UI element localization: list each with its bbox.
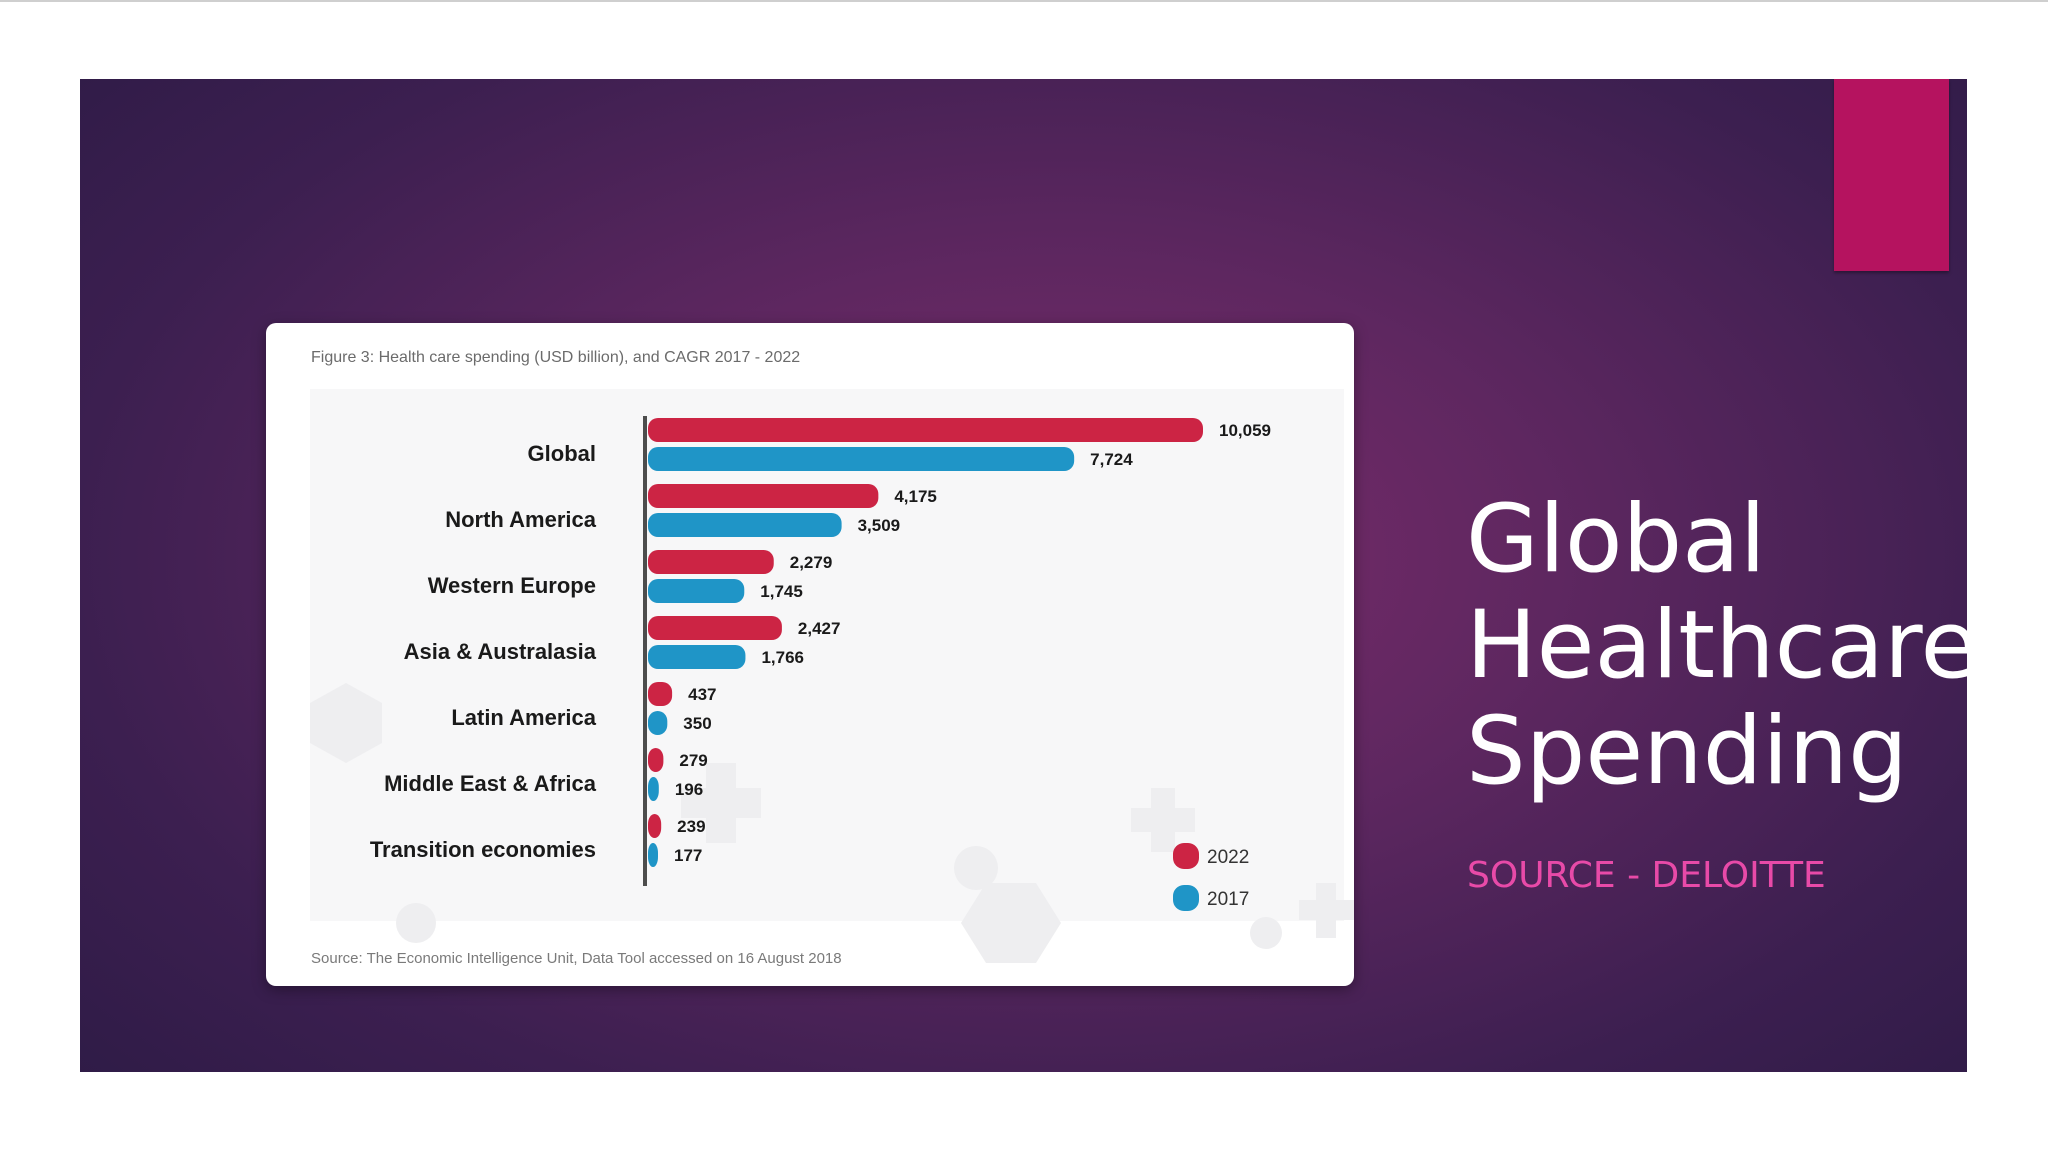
- category-label: Western Europe: [428, 573, 596, 598]
- category-label: Middle East & Africa: [384, 771, 597, 796]
- bar-value-label: 4,175: [894, 487, 937, 506]
- bar-2022: [648, 616, 782, 640]
- bar-value-label: 279: [679, 751, 707, 770]
- decorative-background-shapes: [310, 683, 1354, 963]
- legend-label: 2022: [1207, 847, 1249, 868]
- bar-value-label: 350: [683, 714, 711, 733]
- category-label: Transition economies: [370, 837, 596, 862]
- bar-chart: Figure 3: Health care spending (USD bill…: [310, 349, 1354, 967]
- slide: Figure 3: Health care spending (USD bill…: [80, 79, 1967, 1072]
- bar-2017: [648, 843, 658, 867]
- bar-value-label: 1,745: [760, 582, 803, 601]
- bar-value-label: 239: [677, 817, 705, 836]
- bar-2017: [648, 513, 842, 537]
- bar-value-label: 196: [675, 780, 703, 799]
- bar-2017: [648, 711, 668, 735]
- chart-source-note: Source: The Economic Intelligence Unit, …: [311, 950, 842, 967]
- slide-title-line-2: Healthcare: [1466, 591, 1967, 700]
- chart-image: Figure 3: Health care spending (USD bill…: [266, 323, 1354, 986]
- legend: 2022 2017: [1173, 843, 1249, 911]
- labels-layer: Global 10,059 7,724 North America 4,175 3,509…: [370, 421, 1271, 865]
- bar-value-label: 3,509: [858, 516, 901, 535]
- category-label: Latin America: [451, 705, 596, 730]
- accent-tab: [1834, 79, 1949, 271]
- bar-value-label: 177: [674, 846, 702, 865]
- chart-figure-title: Figure 3: Health care spending (USD bill…: [311, 349, 800, 366]
- category-label: Global: [528, 441, 596, 466]
- bar-2022: [648, 814, 662, 838]
- bar-value-label: 7,724: [1090, 450, 1133, 469]
- bar-2022: [648, 484, 879, 508]
- bar-2022: [648, 682, 673, 706]
- bar-2017: [648, 579, 745, 603]
- slide-source: SOURCE - DELOITTE: [1467, 855, 1826, 896]
- bar-2022: [648, 550, 774, 574]
- slide-title: Global Healthcare Spending: [1466, 487, 1967, 805]
- legend-swatch-2022: [1173, 843, 1199, 869]
- slide-title-line-3: Spending: [1466, 697, 1908, 806]
- bar-value-label: 437: [688, 685, 716, 704]
- bar-value-label: 1,766: [761, 648, 804, 667]
- bar-value-label: 2,427: [798, 619, 841, 638]
- top-border-line: [0, 0, 2048, 2]
- bar-value-label: 2,279: [790, 553, 833, 572]
- category-label: North America: [445, 507, 597, 532]
- bar-2017: [648, 645, 746, 669]
- legend-swatch-2017: [1173, 885, 1199, 911]
- bars-layer: [648, 418, 1203, 867]
- bar-2022: [648, 748, 664, 772]
- bar-2017: [648, 777, 659, 801]
- bar-value-label: 10,059: [1219, 421, 1271, 440]
- slide-title-line-1: Global: [1466, 485, 1766, 594]
- bar-2017: [648, 447, 1075, 471]
- category-label: Asia & Australasia: [404, 639, 597, 664]
- bar-2022: [648, 418, 1203, 442]
- legend-label: 2017: [1207, 889, 1249, 910]
